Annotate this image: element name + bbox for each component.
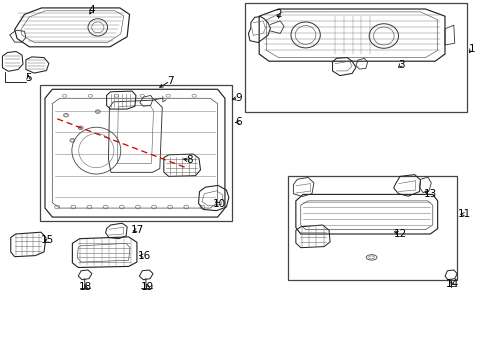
Text: 12: 12: [392, 229, 406, 239]
Text: 13: 13: [423, 189, 436, 199]
Text: 3: 3: [397, 60, 404, 70]
Text: 6: 6: [235, 117, 242, 127]
Text: 18: 18: [79, 282, 92, 292]
Text: 14: 14: [445, 279, 458, 289]
Text: 8: 8: [186, 155, 193, 165]
Text: 16: 16: [137, 251, 151, 261]
Text: 10: 10: [212, 199, 225, 210]
Bar: [287, 176, 456, 280]
Text: 9: 9: [235, 93, 242, 103]
Text: 19: 19: [141, 282, 154, 292]
Text: 15: 15: [41, 235, 55, 246]
Text: 17: 17: [131, 225, 144, 235]
Bar: [40, 85, 232, 221]
Bar: [245, 3, 466, 112]
Text: 1: 1: [468, 44, 474, 54]
Text: 11: 11: [457, 209, 470, 219]
Text: 7: 7: [166, 76, 173, 86]
Text: 4: 4: [88, 5, 95, 15]
Text: 5: 5: [25, 73, 32, 84]
Text: 2: 2: [275, 9, 282, 19]
